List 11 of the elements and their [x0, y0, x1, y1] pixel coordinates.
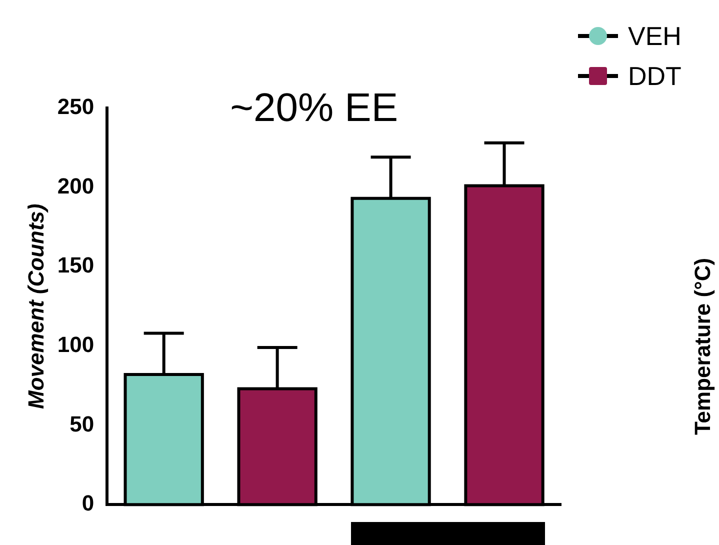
text: Temperature (°C): [690, 258, 716, 435]
y-tick-label: 200: [57, 173, 94, 198]
legend-label: DDT: [628, 60, 682, 92]
y-tick-label: 50: [70, 411, 94, 436]
y-tick-label: 150: [57, 252, 94, 278]
y-tick-label: 0: [82, 490, 94, 516]
y-axis-title: Movement (Counts): [23, 204, 48, 409]
y-tick-label: 250: [57, 94, 94, 120]
chart-title: ~20% EE: [230, 86, 398, 130]
y-tick-label: 100: [57, 332, 94, 358]
legend-label: VEH: [628, 20, 682, 52]
